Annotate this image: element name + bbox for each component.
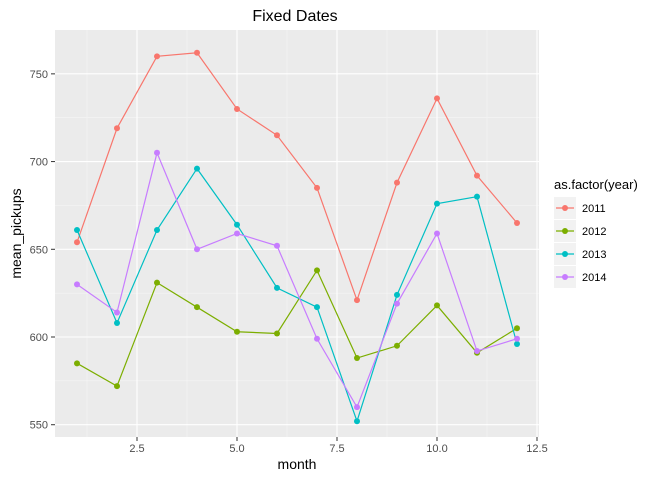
data-point <box>194 246 200 253</box>
legend-key-point <box>562 205 568 211</box>
data-point <box>474 348 480 355</box>
legend-label: 2013 <box>582 249 606 261</box>
y-tick-label: 700 <box>30 157 48 169</box>
data-point <box>314 335 320 342</box>
data-point <box>274 132 280 139</box>
series-layer <box>74 49 520 425</box>
series-line <box>76 150 518 409</box>
x-tick-label: 2.5 <box>129 443 144 455</box>
data-point <box>514 219 520 226</box>
data-point <box>394 291 400 298</box>
legend-key-point <box>562 228 568 234</box>
legend-label: 2012 <box>582 226 606 238</box>
y-axis: 550 600 650 700 750 <box>30 69 55 432</box>
legend-item-2014: 2014 <box>554 266 606 288</box>
data-point <box>274 242 280 249</box>
legend-key-point <box>562 251 568 257</box>
data-point <box>154 226 160 233</box>
data-point <box>434 200 440 207</box>
data-point <box>234 221 240 228</box>
series-2014 <box>74 149 520 411</box>
series-line <box>76 52 518 302</box>
data-point <box>314 184 320 191</box>
data-point <box>114 319 120 326</box>
series-line <box>76 269 518 387</box>
data-point <box>434 230 440 237</box>
data-point <box>394 300 400 307</box>
legend: as.factor(year) 2011 2012 2013 2014 <box>554 177 638 288</box>
plot-panel <box>55 30 539 437</box>
data-point <box>434 302 440 309</box>
data-point <box>114 383 120 390</box>
x-tick-label: 5.0 <box>229 443 244 455</box>
series-line <box>76 167 518 424</box>
legend-key-point <box>562 274 568 280</box>
data-point <box>194 304 200 311</box>
data-point <box>394 342 400 349</box>
data-point <box>154 149 160 156</box>
data-point <box>234 105 240 112</box>
data-point <box>314 267 320 274</box>
data-point <box>514 335 520 342</box>
data-point <box>354 404 360 411</box>
legend-title: as.factor(year) <box>554 177 638 192</box>
data-point <box>314 304 320 311</box>
data-point <box>434 95 440 102</box>
y-axis-title: mean_pickups <box>8 188 24 278</box>
data-point <box>74 360 80 367</box>
series-2011 <box>74 49 520 304</box>
data-point <box>474 193 480 200</box>
y-tick-label: 650 <box>30 244 48 256</box>
chart-title: Fixed Dates <box>252 8 337 25</box>
data-point <box>194 49 200 56</box>
legend-items: 2011 2012 2013 2014 <box>554 197 606 288</box>
data-point <box>114 309 120 316</box>
data-point <box>354 297 360 304</box>
legend-item-2012: 2012 <box>554 220 606 242</box>
data-point <box>354 418 360 425</box>
y-tick-label: 550 <box>30 420 48 432</box>
data-point <box>114 125 120 132</box>
legend-item-2013: 2013 <box>554 243 606 265</box>
x-tick-label: 10.0 <box>426 443 447 455</box>
y-tick-label: 750 <box>30 69 48 81</box>
data-point <box>74 239 80 246</box>
x-axis: 2.5 5.0 7.5 10.0 12.5 <box>129 437 548 455</box>
x-tick-label: 7.5 <box>329 443 344 455</box>
data-point <box>74 281 80 288</box>
data-point <box>514 325 520 332</box>
data-point <box>154 53 160 60</box>
data-point <box>474 172 480 179</box>
series-2012 <box>74 267 520 390</box>
legend-label: 2011 <box>582 203 606 215</box>
x-axis-title: month <box>278 456 317 472</box>
data-point <box>74 226 80 233</box>
series-2013 <box>74 165 520 425</box>
data-point <box>194 165 200 172</box>
data-point <box>154 279 160 286</box>
data-point <box>394 179 400 186</box>
data-point <box>354 355 360 362</box>
y-tick-label: 600 <box>30 332 48 344</box>
data-point <box>274 284 280 291</box>
data-point <box>234 230 240 237</box>
data-point <box>234 328 240 335</box>
data-point <box>274 330 280 337</box>
data-point <box>514 341 520 348</box>
x-tick-label: 12.5 <box>526 443 547 455</box>
legend-item-2011: 2011 <box>554 197 606 219</box>
legend-label: 2014 <box>582 272 606 284</box>
